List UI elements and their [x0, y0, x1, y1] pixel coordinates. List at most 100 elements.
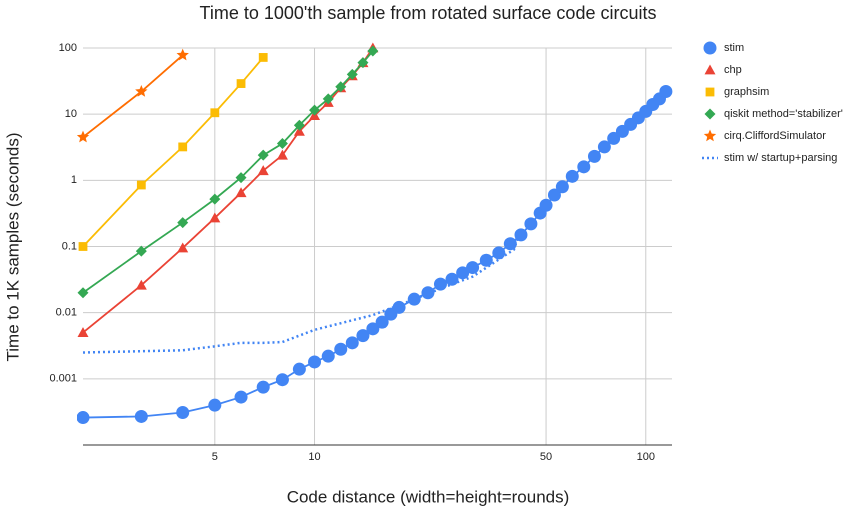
marker [407, 292, 421, 306]
chart-title: Time to 1000'th sample from rotated surf… [200, 3, 657, 23]
marker [134, 409, 148, 423]
marker [445, 272, 459, 286]
plot-area [77, 42, 673, 425]
marker [335, 81, 347, 93]
marker [235, 187, 247, 198]
marker [234, 390, 248, 404]
x-tick-label: 100 [637, 451, 655, 463]
legend-entry: cirq.CliffordSimulator [703, 129, 826, 142]
marker [547, 188, 561, 202]
marker [703, 129, 717, 142]
legend: stim chp graphsim qiskit method='stabilizer… [702, 41, 843, 164]
marker [275, 373, 289, 387]
marker [322, 93, 334, 105]
marker [492, 246, 506, 260]
x-axis-label: Code distance (width=height=rounds) [287, 487, 570, 506]
marker [607, 131, 621, 145]
marker [466, 261, 480, 275]
marker [597, 140, 611, 154]
series-line [82, 90, 667, 419]
marker [136, 180, 146, 190]
legend-label: chp [724, 64, 742, 76]
legend-label: cirq.CliffordSimulator [724, 130, 826, 142]
marker [177, 217, 189, 229]
marker [514, 228, 528, 242]
y-tick-label: 10 [65, 108, 77, 120]
marker [258, 53, 268, 62]
marker [208, 398, 222, 412]
grid: 0.001 0.01 0.1 1 10 100 5 10 50 100 [49, 42, 672, 463]
marker [257, 165, 269, 176]
marker [292, 362, 306, 376]
marker [309, 104, 321, 116]
y-tick-label: 0.01 [56, 307, 77, 319]
marker [703, 41, 717, 55]
marker [236, 79, 246, 88]
marker [177, 242, 189, 253]
series-line [82, 54, 184, 138]
y-tick-label: 100 [59, 42, 77, 54]
marker [276, 149, 288, 160]
y-axis-label: Time to 1K samples (seconds) [3, 133, 22, 362]
marker [421, 286, 435, 300]
legend-entry: stim w/ startup+parsing [702, 152, 837, 164]
marker [704, 108, 716, 120]
marker [77, 130, 90, 143]
marker [524, 217, 538, 231]
marker [209, 212, 221, 223]
marker [555, 180, 569, 194]
marker [176, 48, 189, 61]
marker [78, 242, 88, 251]
y-tick-label: 0.1 [62, 240, 77, 252]
marker [257, 149, 269, 161]
legend-label: stim w/ startup+parsing [724, 152, 837, 164]
marker [565, 169, 579, 183]
marker [210, 108, 220, 118]
marker [209, 193, 221, 205]
legend-label: graphsim [724, 86, 769, 98]
x-tick-label: 10 [308, 451, 320, 463]
marker [704, 64, 716, 75]
marker [705, 87, 715, 97]
marker [577, 160, 591, 174]
marker [479, 253, 493, 267]
legend-entry: chp [704, 64, 742, 76]
marker [77, 411, 90, 425]
series-line [82, 56, 264, 248]
marker [346, 68, 358, 80]
marker [503, 237, 517, 251]
series-line [82, 227, 523, 354]
marker [77, 287, 89, 299]
marker [178, 142, 188, 152]
legend-entry: graphsim [705, 86, 769, 98]
y-tick-label: 0.001 [49, 373, 77, 385]
marker [321, 349, 335, 363]
marker [256, 380, 270, 394]
marker [433, 277, 447, 291]
series-line [82, 47, 374, 334]
marker [334, 342, 348, 356]
legend-entry: qiskit method='stabilizer' [704, 108, 843, 120]
marker [293, 119, 305, 131]
marker [235, 172, 247, 184]
marker [456, 266, 470, 280]
marker [135, 245, 147, 257]
legend-label: stim [724, 42, 744, 54]
legend-label: qiskit method='stabilizer' [724, 108, 843, 120]
marker [135, 85, 148, 97]
marker [659, 85, 673, 99]
marker [375, 315, 389, 329]
series-line [82, 50, 374, 294]
marker [367, 45, 379, 57]
x-tick-label: 50 [540, 451, 552, 463]
marker [77, 327, 89, 337]
marker [276, 138, 288, 150]
marker [539, 198, 553, 212]
marker [176, 405, 190, 419]
marker [366, 322, 380, 336]
legend-entry: stim [703, 41, 744, 55]
x-tick-label: 5 [212, 451, 218, 463]
marker [356, 329, 370, 343]
marker [357, 57, 369, 69]
